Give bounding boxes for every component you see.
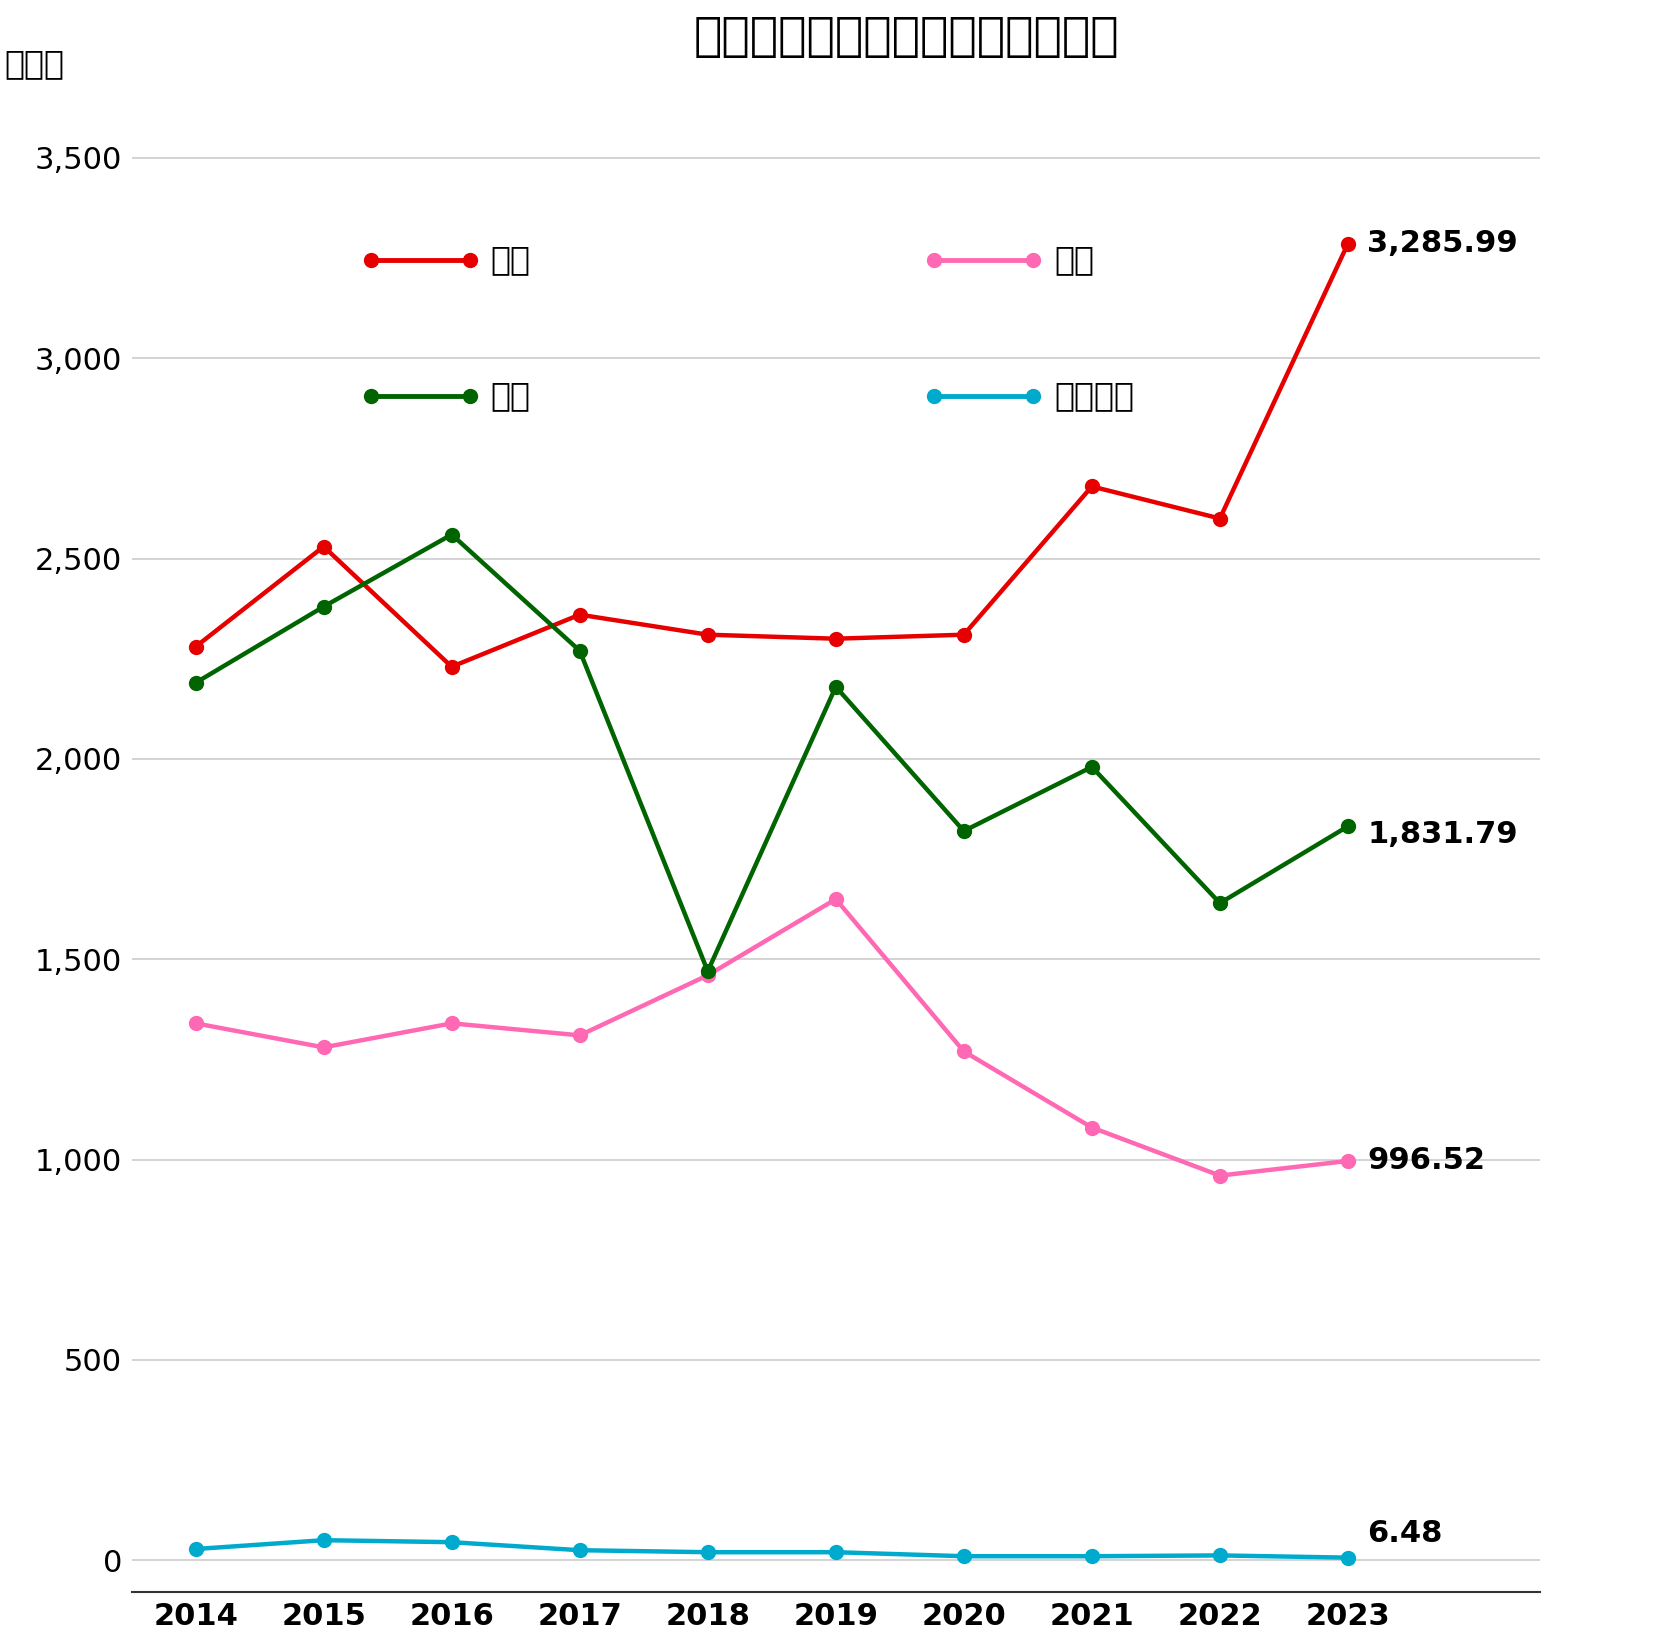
Text: 万トン: 万トン (5, 48, 65, 81)
Text: 1,831.79: 1,831.79 (1368, 820, 1518, 849)
Text: 中国: 中国 (492, 244, 530, 277)
Text: アメリカ: アメリカ (1053, 379, 1134, 412)
Text: 日本: 日本 (1053, 244, 1093, 277)
Text: 6.48: 6.48 (1368, 1519, 1443, 1549)
Text: 韓国: 韓国 (492, 379, 530, 412)
Title: 米中日韓の船舶製造トン数の推移: 米中日韓の船舶製造トン数の推移 (694, 15, 1119, 59)
Text: 3,285.99: 3,285.99 (1368, 229, 1518, 258)
Text: 996.52: 996.52 (1368, 1147, 1485, 1175)
